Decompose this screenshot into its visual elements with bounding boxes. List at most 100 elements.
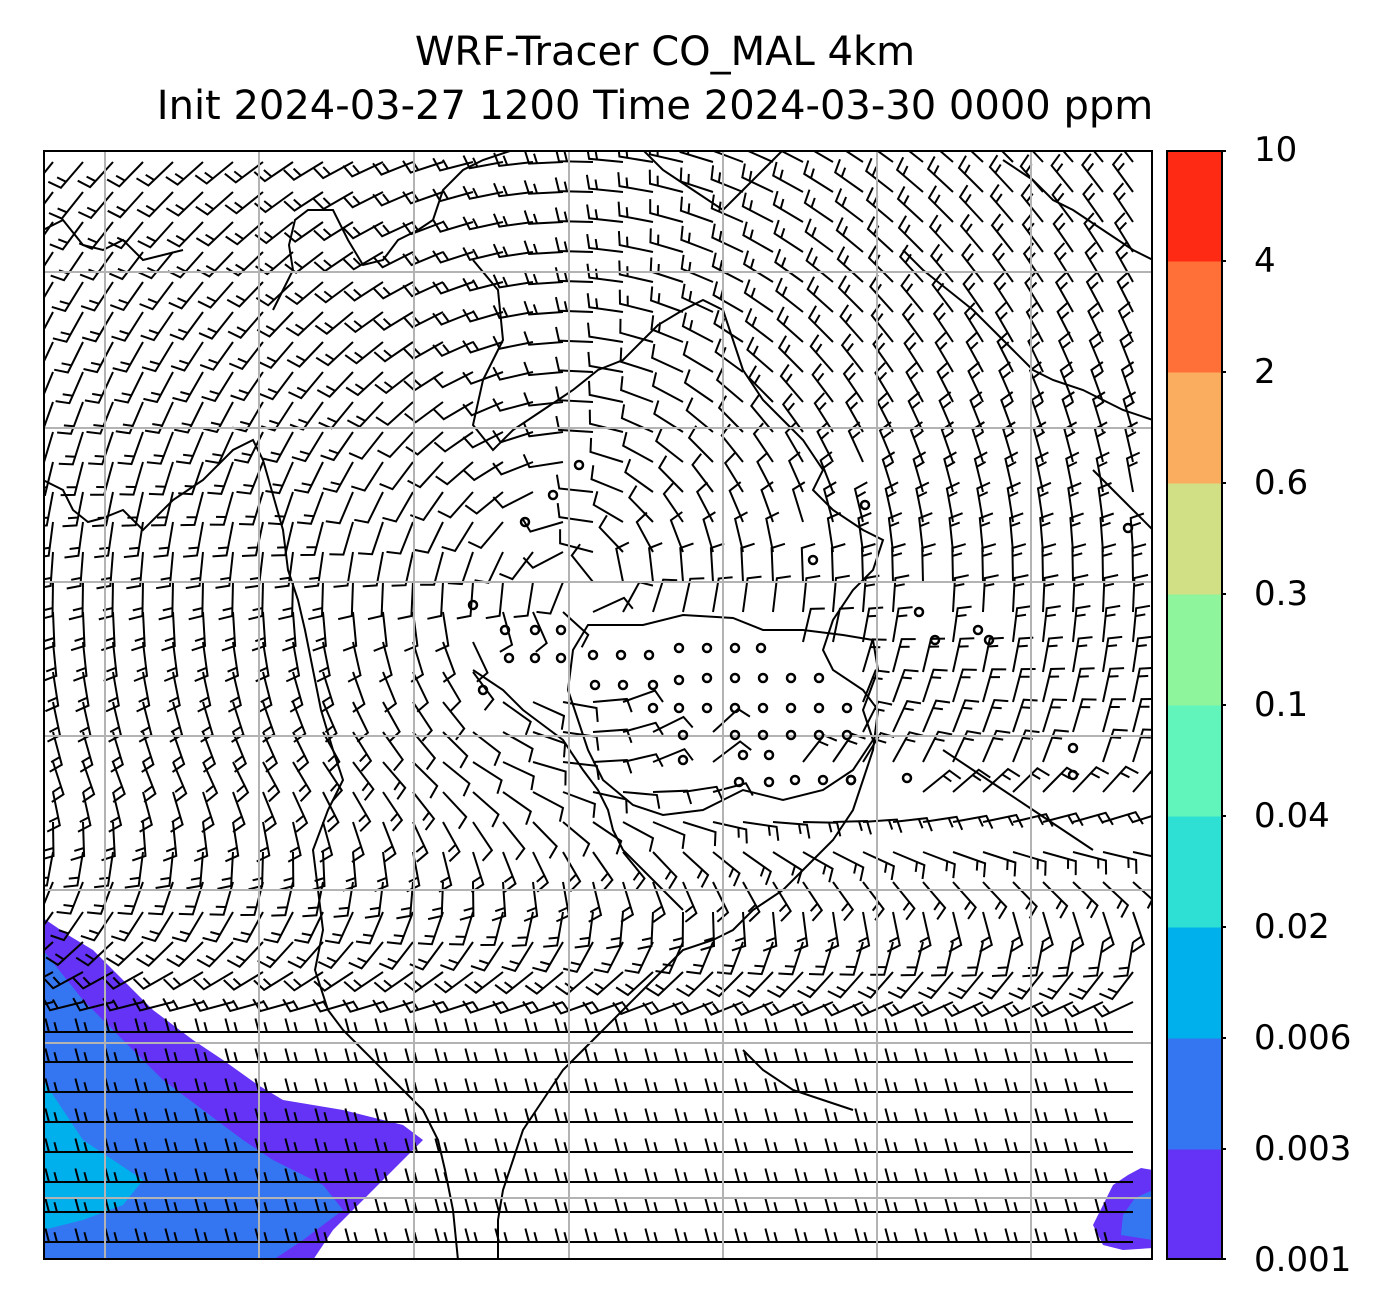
wind-barb bbox=[952, 851, 987, 878]
wind-barb bbox=[374, 1138, 413, 1153]
calm-wind-circle bbox=[789, 774, 801, 786]
wind-barb bbox=[824, 1168, 863, 1183]
calm-wind-circle bbox=[813, 702, 825, 714]
wind-barb bbox=[442, 671, 462, 713]
calm-wind-circle bbox=[913, 606, 925, 618]
calm-wind-circle bbox=[589, 679, 601, 691]
wind-barb bbox=[374, 371, 414, 395]
wind-barb bbox=[175, 431, 204, 465]
wind-barb bbox=[382, 791, 404, 832]
wind-barb bbox=[926, 156, 954, 193]
wind-barb bbox=[382, 671, 398, 713]
wind-barb bbox=[592, 596, 634, 613]
wind-barb bbox=[104, 1078, 143, 1093]
wind-barb bbox=[824, 1198, 863, 1213]
wind-barb bbox=[974, 1048, 1013, 1063]
wind-barb bbox=[282, 998, 324, 1013]
wind-barb bbox=[207, 461, 234, 495]
calm-wind-circle bbox=[729, 642, 741, 654]
colorbar-tick-label: 0.6 bbox=[1254, 463, 1309, 503]
wind-barb bbox=[432, 401, 474, 421]
wind-barb bbox=[781, 392, 804, 433]
wind-barb bbox=[375, 401, 414, 427]
wind-barb bbox=[314, 1228, 353, 1243]
wind-barb bbox=[971, 421, 985, 463]
wind-barb bbox=[256, 311, 294, 338]
wind-barb bbox=[734, 1138, 773, 1153]
wind-barb bbox=[43, 551, 54, 589]
wind-barb bbox=[1064, 1138, 1103, 1153]
wind-barb bbox=[562, 821, 591, 857]
wind-barb bbox=[734, 1168, 773, 1183]
wind-barb bbox=[562, 611, 590, 648]
wind-barb bbox=[106, 161, 144, 188]
wind-barb bbox=[131, 821, 147, 862]
wind-barb bbox=[1041, 543, 1057, 583]
wind-barb bbox=[842, 362, 864, 403]
wind-barb bbox=[914, 1018, 953, 1033]
wind-barb bbox=[731, 911, 747, 952]
wind-barb bbox=[1131, 911, 1146, 953]
wind-barb bbox=[372, 221, 414, 238]
wind-barb bbox=[131, 611, 146, 652]
wind-barb bbox=[104, 1138, 143, 1153]
wind-barb bbox=[686, 941, 714, 975]
wind-barb bbox=[554, 1138, 593, 1153]
wind-barb bbox=[674, 1228, 713, 1243]
wind-barb bbox=[742, 250, 774, 283]
wind-barb bbox=[355, 911, 384, 945]
wind-barb bbox=[294, 461, 324, 494]
wind-barb bbox=[169, 701, 184, 743]
wind-barb bbox=[562, 791, 596, 818]
wind-barb bbox=[294, 911, 324, 944]
calm-wind-circle bbox=[677, 754, 689, 766]
wind-barb bbox=[965, 331, 984, 373]
wind-barb bbox=[117, 431, 144, 466]
wind-barb bbox=[168, 281, 204, 310]
wind-barb bbox=[148, 461, 174, 496]
wind-barb bbox=[914, 1078, 953, 1093]
wind-barb bbox=[1071, 543, 1087, 583]
wind-barb bbox=[652, 821, 686, 850]
wind-barb bbox=[523, 270, 564, 286]
wind-barb bbox=[672, 1001, 714, 1016]
wind-barb bbox=[317, 941, 354, 970]
colorbar-tick-label: 0.1 bbox=[1254, 685, 1309, 725]
wind-barb bbox=[900, 941, 924, 977]
wind-barb bbox=[704, 1168, 743, 1183]
wind-barb bbox=[1012, 574, 1029, 613]
wind-barb bbox=[914, 1228, 953, 1243]
wind-barb bbox=[1082, 182, 1104, 223]
wind-barb bbox=[195, 221, 234, 247]
wind-barb bbox=[1067, 481, 1082, 523]
wind-barb bbox=[45, 941, 84, 967]
wind-barb bbox=[585, 174, 624, 193]
wind-barb bbox=[584, 1078, 623, 1093]
wind-barb bbox=[592, 728, 633, 744]
wind-barb bbox=[324, 911, 354, 945]
wind-barb bbox=[492, 366, 534, 381]
wind-barb bbox=[832, 574, 850, 613]
wind-barb bbox=[432, 250, 474, 264]
wind-barb bbox=[554, 1228, 593, 1243]
wind-barb bbox=[1102, 728, 1128, 763]
wind-barb bbox=[622, 753, 664, 768]
wind-barb bbox=[358, 521, 384, 556]
wind-barb bbox=[1070, 911, 1085, 953]
wind-barb bbox=[126, 551, 144, 590]
wind-barb bbox=[104, 1168, 143, 1183]
wind-barb bbox=[1064, 1198, 1103, 1213]
wind-barb bbox=[1101, 543, 1117, 583]
wind-barb bbox=[827, 971, 864, 999]
wind-barb bbox=[432, 1000, 474, 1014]
wind-barb bbox=[779, 364, 804, 403]
wind-barb bbox=[464, 1168, 503, 1183]
wind-barb bbox=[651, 372, 684, 403]
wind-barb bbox=[83, 341, 114, 374]
calm-wind-circle bbox=[763, 749, 775, 761]
wind-barb bbox=[292, 791, 309, 833]
wind-barb bbox=[892, 851, 926, 880]
wind-barb bbox=[262, 431, 294, 464]
wind-barb bbox=[952, 605, 972, 643]
wind-barb bbox=[427, 581, 444, 620]
